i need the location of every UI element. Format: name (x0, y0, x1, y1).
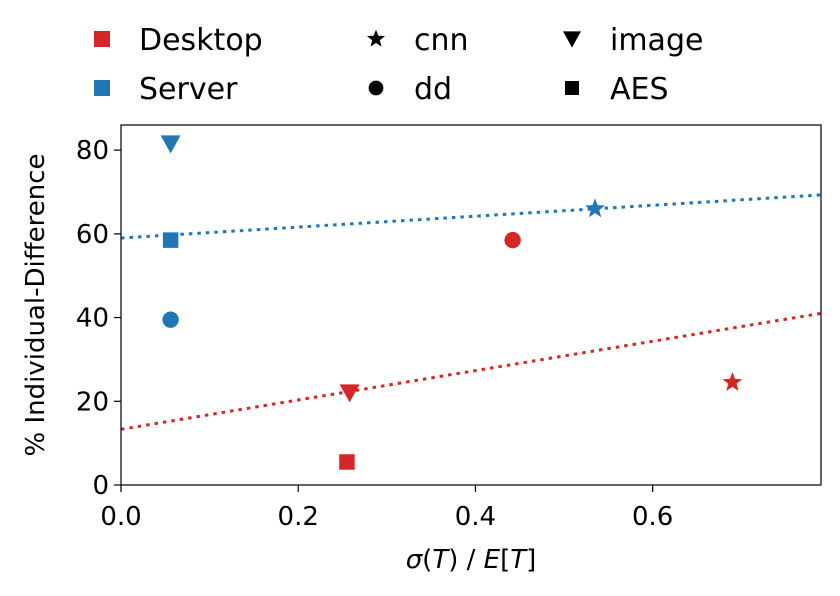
trendline-desktop (120, 311, 822, 431)
y-axis-label: % Individual-Difference (21, 153, 51, 456)
y-tick-label: 40 (76, 304, 109, 334)
data-points (160, 135, 743, 470)
legend-swatch-desktop (94, 31, 110, 47)
legend-marker-dd (368, 80, 384, 96)
trendline-server (120, 193, 822, 240)
x-axis: 0.0 0.2 0.4 0.6 (100, 485, 673, 532)
point-server-aes (162, 232, 179, 248)
point-desktop-dd (504, 231, 521, 249)
point-desktop-cnn (722, 371, 743, 391)
legend: Desktop Server cnn dd image AES (94, 23, 703, 107)
point-server-dd (162, 311, 179, 328)
legend-marker-cnn (367, 29, 385, 47)
y-tick-label: 80 (76, 136, 109, 166)
point-desktop-image (339, 384, 360, 403)
legend-label-dd: dd (414, 72, 452, 107)
y-axis: 0 20 40 60 80 (76, 136, 121, 501)
x-tick-label: 0.0 (100, 502, 141, 532)
legend-marker-image (563, 31, 581, 48)
point-server-cnn (585, 198, 606, 218)
legend-marker-aes (565, 81, 579, 95)
y-tick-label: 0 (92, 471, 109, 501)
legend-label-cnn: cnn (414, 23, 469, 58)
legend-label-image: image (610, 23, 703, 58)
legend-label-desktop: Desktop (139, 23, 263, 58)
point-desktop-aes (339, 454, 355, 470)
y-tick-label: 20 (76, 387, 109, 417)
legend-swatch-server (94, 80, 110, 96)
trendlines (120, 193, 822, 431)
point-server-image (160, 135, 181, 154)
x-tick-label: 0.4 (455, 502, 496, 532)
x-axis-label: σ(T) / E[T] (406, 545, 537, 575)
x-tick-label: 0.6 (632, 502, 673, 532)
x-tick-label: 0.2 (278, 502, 319, 532)
y-tick-label: 60 (76, 220, 109, 250)
plot-frame (120, 124, 822, 486)
legend-label-aes: AES (610, 72, 669, 107)
legend-label-server: Server (139, 72, 238, 107)
